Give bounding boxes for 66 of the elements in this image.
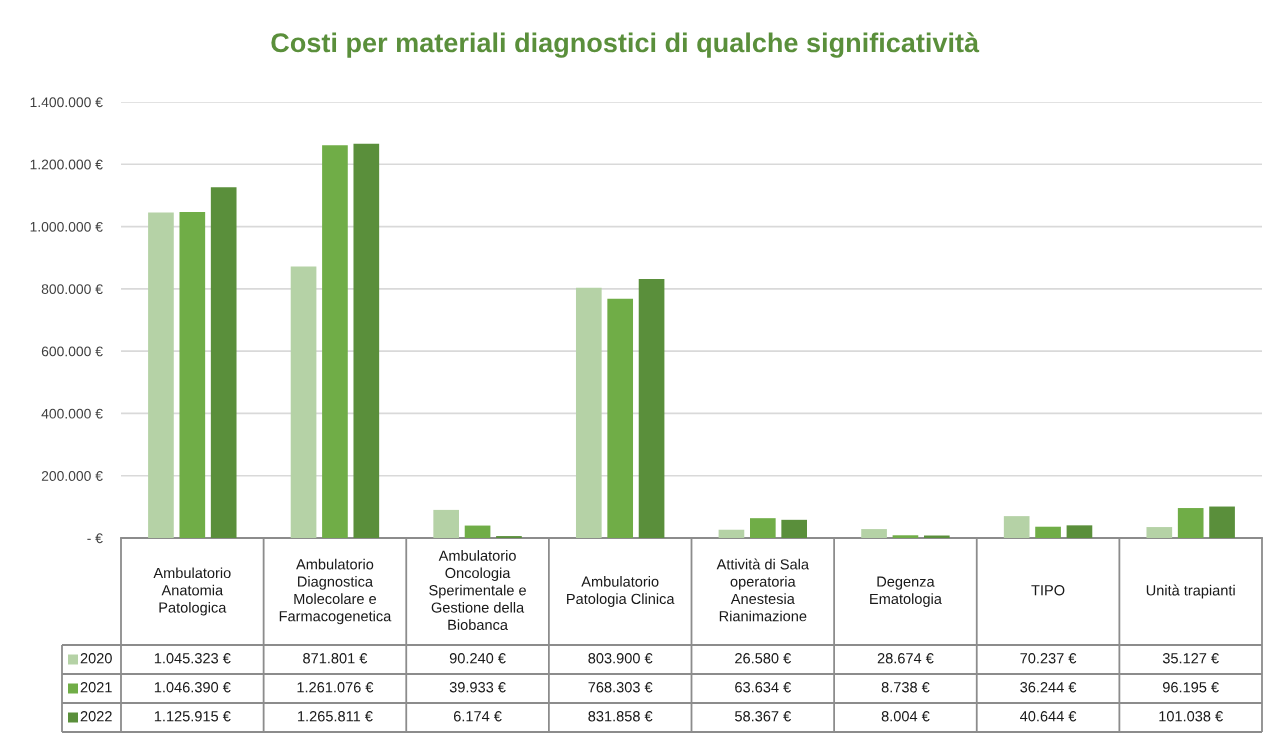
- data-label: 58.367 €: [735, 711, 791, 722]
- bar: [179, 212, 206, 538]
- x-tick-label: Attività di Sala operatoria Anestesia Rianimazione: [716, 558, 810, 622]
- bar: [148, 212, 174, 538]
- x-tick-label: Ambulatorio Patologia Clinica: [567, 576, 675, 607]
- data-label: 1.046.390 €: [154, 682, 231, 693]
- bar: [892, 535, 919, 538]
- bar: [1003, 516, 1030, 538]
- bar: [607, 298, 634, 538]
- data-label: 90.240 €: [449, 653, 506, 664]
- bar: [575, 287, 602, 538]
- y-tick-label: 600.000 €: [41, 346, 103, 357]
- bar: [433, 509, 460, 538]
- legend-label: 2022: [80, 711, 112, 722]
- data-label: 101.038 €: [1159, 711, 1223, 722]
- bar: [290, 266, 317, 538]
- bar: [1177, 508, 1204, 538]
- bar: [353, 143, 380, 538]
- legend-label: 2021: [80, 682, 112, 693]
- y-tick-label: 1.200.000 €: [30, 159, 103, 170]
- data-label: 40.644 €: [1020, 711, 1077, 722]
- bar: [718, 529, 745, 538]
- bar: [781, 519, 808, 538]
- bar: [464, 525, 491, 538]
- data-label: 36.244 €: [1020, 682, 1077, 693]
- data-label: 1.125.915 €: [154, 711, 231, 722]
- bar: [1209, 506, 1235, 538]
- data-label: 803.900 €: [588, 653, 653, 664]
- data-label: 70.237 €: [1020, 653, 1077, 664]
- data-label: 8.004 €: [881, 711, 930, 722]
- bar: [749, 518, 776, 538]
- bar: [1066, 525, 1093, 538]
- y-tick-label: 1.000.000 €: [30, 221, 103, 232]
- bar: [322, 145, 348, 538]
- data-label: 1.045.323 €: [154, 653, 231, 664]
- data-label: 768.303 €: [588, 682, 653, 693]
- bar: [638, 278, 665, 538]
- y-tick-label: 400.000 €: [41, 408, 103, 419]
- x-tick-label: Degenza Ematologia: [870, 576, 942, 607]
- data-label: 28.674 €: [877, 653, 934, 664]
- y-tick-label: 1.400.000 €: [30, 97, 103, 108]
- data-label: 39.933 €: [449, 682, 506, 693]
- y-tick-label: - €: [87, 533, 103, 544]
- bar: [861, 529, 887, 538]
- chart-title: Costi per materiali diagnostici di qualche significatività: [271, 32, 980, 58]
- data-label: 26.580 €: [735, 653, 791, 664]
- data-label: 1.261.076 €: [297, 682, 374, 693]
- data-label: 6.174 €: [453, 711, 502, 722]
- x-tick-label: Ambulatorio Oncologia Sperimentale e Gestione della Biobanca: [429, 550, 526, 630]
- bar: [1146, 527, 1173, 538]
- y-tick-label: 800.000 €: [41, 284, 103, 295]
- data-label: 96.195 €: [1162, 682, 1219, 693]
- data-label: 63.634 €: [735, 682, 791, 693]
- x-tick-label: TIPO: [1031, 585, 1065, 596]
- data-label: 831.858 €: [588, 711, 653, 722]
- bar: [1035, 526, 1061, 538]
- x-tick-label: Ambulatorio Diagnostica Molecolare e Farmacogenetica: [279, 558, 392, 625]
- x-tick-label: Ambulatorio Anatomia Patologica: [153, 567, 231, 616]
- x-tick-label: Unità trapianti: [1146, 584, 1235, 599]
- legend-label: 2020: [80, 653, 112, 664]
- data-label: 871.801 €: [303, 653, 368, 664]
- bar: [210, 187, 237, 538]
- data-label: 1.265.811 €: [298, 711, 373, 722]
- data-label: 35.127 €: [1162, 653, 1219, 664]
- data-label: 8.738 €: [881, 682, 930, 693]
- y-tick-label: 200.000 €: [41, 471, 103, 481]
